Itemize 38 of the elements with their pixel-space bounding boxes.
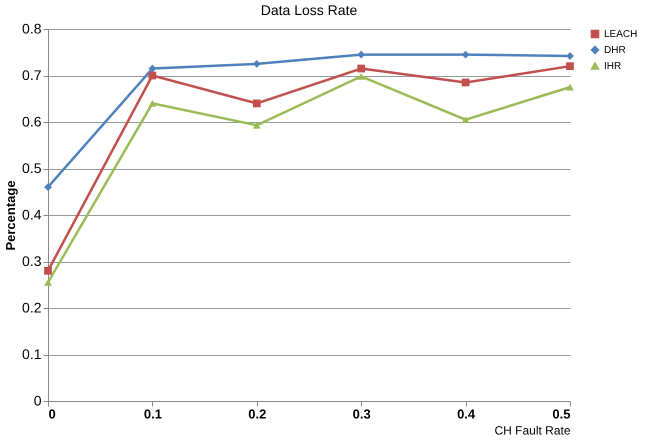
point (252, 100, 261, 108)
point (44, 279, 52, 286)
point (462, 116, 470, 124)
point (566, 62, 574, 70)
point (357, 64, 366, 72)
legend-label: LEACH (604, 29, 638, 40)
y-axis-title: Percentage (3, 180, 18, 251)
point (148, 64, 156, 72)
point (566, 52, 574, 60)
y-tick-label: 0.7 (22, 67, 42, 83)
legend-label: DHR (604, 45, 626, 56)
y-tick-label: 0.2 (22, 300, 42, 316)
y-tick-label: 0.3 (22, 253, 42, 269)
x-tick-label: 0.4 (457, 406, 476, 422)
y-tick-label: 0.6 (22, 114, 42, 130)
point (462, 50, 470, 58)
point (252, 122, 261, 129)
y-tick-label: 0.8 (22, 20, 42, 36)
x-tick-label: 0.2 (248, 406, 266, 422)
y-tick-label: 0.1 (22, 346, 42, 362)
point (148, 72, 156, 80)
point (44, 183, 52, 191)
point (566, 84, 574, 90)
point (252, 60, 261, 68)
x-tick-label: 0.5 (552, 406, 570, 422)
y-tick-label: 0.5 (22, 160, 42, 176)
point (44, 266, 52, 275)
legend-label: IHR (604, 61, 622, 72)
chart-title: Data Loss Rate (260, 2, 358, 18)
x-tick-label: 0 (48, 406, 56, 422)
x-tick-label: 0.3 (352, 406, 371, 422)
y-tick-label: 0 (34, 392, 42, 408)
point (148, 100, 156, 107)
point (357, 73, 366, 80)
point (462, 78, 470, 86)
x-axis-title: CH Fault Rate (494, 424, 571, 438)
y-tick-label: 0.4 (22, 206, 42, 222)
x-tick-label: 0.1 (144, 406, 162, 422)
